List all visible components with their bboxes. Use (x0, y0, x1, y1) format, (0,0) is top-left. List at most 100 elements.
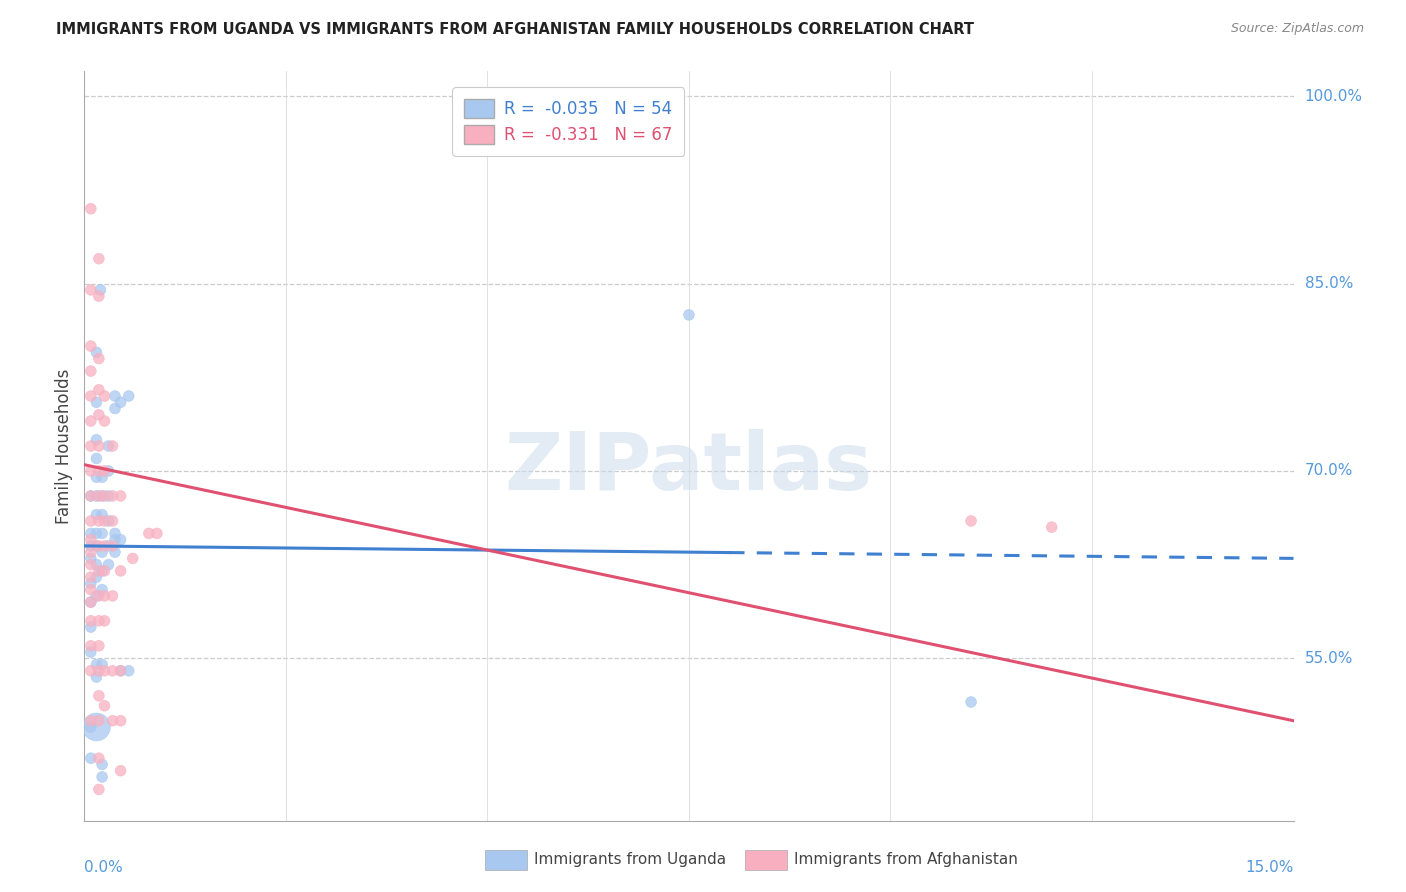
Point (80, 202, 103, 216)
Point (80, 439, 103, 453)
Point (138, 526, 160, 541)
Point (87, 351, 110, 366)
Point (91, 582, 114, 597)
Point (101, 514, 124, 528)
Point (87, 664, 110, 678)
Point (80, 339, 103, 353)
Point (110, 395, 132, 409)
Point (86, 489, 108, 503)
Point (86, 570, 108, 584)
Point (80, 514, 103, 528)
Point (87, 408, 110, 422)
Text: 0.0%: 0.0% (84, 860, 124, 874)
Point (91, 526, 114, 541)
Point (80, 714, 103, 728)
Point (91, 470, 114, 484)
Point (110, 764, 132, 778)
Point (86, 539, 108, 553)
Point (80, 558, 103, 572)
Point (91, 545, 114, 559)
Point (101, 489, 124, 503)
Point (86, 526, 108, 541)
Point (97, 558, 120, 572)
Point (80, 720, 103, 734)
Point (87, 614, 110, 628)
Point (80, 614, 103, 628)
Point (80, 464, 103, 478)
Point (93, 564, 115, 578)
Point (101, 589, 124, 603)
Point (93, 389, 115, 403)
Point (104, 545, 127, 559)
Point (960, 695, 983, 709)
Point (678, 308, 700, 322)
Point (93, 698, 115, 713)
Point (80, 620, 103, 634)
Point (86, 345, 108, 359)
Point (91, 508, 114, 522)
Point (80, 551, 103, 566)
Y-axis label: Family Households: Family Households (55, 368, 73, 524)
Point (104, 526, 127, 541)
Point (86, 395, 108, 409)
Point (101, 714, 124, 728)
Point (118, 664, 141, 678)
Point (86, 433, 108, 447)
Text: 70.0%: 70.0% (1305, 464, 1353, 478)
Point (146, 526, 169, 541)
Point (110, 664, 132, 678)
Point (87, 539, 110, 553)
Point (104, 533, 127, 547)
Text: IMMIGRANTS FROM UGANDA VS IMMIGRANTS FROM AFGHANISTAN FAMILY HOUSEHOLDS CORRELAT: IMMIGRANTS FROM UGANDA VS IMMIGRANTS FRO… (56, 22, 974, 37)
Point (93, 664, 115, 678)
Point (80, 545, 103, 559)
Point (80, 414, 103, 428)
Point (80, 283, 103, 297)
Point (80, 595, 103, 609)
Point (91, 770, 114, 784)
Point (110, 564, 132, 578)
Point (80, 539, 103, 553)
Text: Immigrants from Afghanistan: Immigrants from Afghanistan (794, 853, 1018, 867)
Point (87, 439, 110, 453)
Text: 55.0%: 55.0% (1305, 651, 1353, 665)
Point (110, 489, 132, 503)
Point (80, 526, 103, 541)
Text: 15.0%: 15.0% (1246, 860, 1294, 874)
Point (97, 539, 120, 553)
Point (104, 401, 127, 416)
Point (87, 289, 110, 303)
Text: Immigrants from Uganda: Immigrants from Uganda (534, 853, 727, 867)
Point (87, 751, 110, 765)
Point (97, 439, 120, 453)
Point (80, 664, 103, 678)
Point (91, 564, 114, 578)
Point (87, 639, 110, 653)
Point (87, 714, 110, 728)
Point (86, 670, 108, 684)
Point (80, 595, 103, 609)
Point (104, 389, 127, 403)
Point (960, 514, 983, 528)
Point (93, 614, 115, 628)
Point (80, 576, 103, 591)
Point (87, 489, 110, 503)
Point (80, 645, 103, 659)
Point (97, 464, 120, 478)
Point (86, 589, 108, 603)
Point (80, 639, 103, 653)
Point (93, 589, 115, 603)
Point (89, 283, 111, 297)
Point (121, 551, 143, 566)
Point (86, 508, 108, 522)
Point (87, 564, 110, 578)
Point (110, 664, 132, 678)
Point (87, 689, 110, 703)
Text: Source: ZipAtlas.com: Source: ZipAtlas.com (1230, 22, 1364, 36)
Point (87, 514, 110, 528)
Point (87, 782, 110, 797)
Point (87, 464, 110, 478)
Point (110, 533, 132, 547)
Point (86, 451, 108, 466)
Point (118, 389, 141, 403)
